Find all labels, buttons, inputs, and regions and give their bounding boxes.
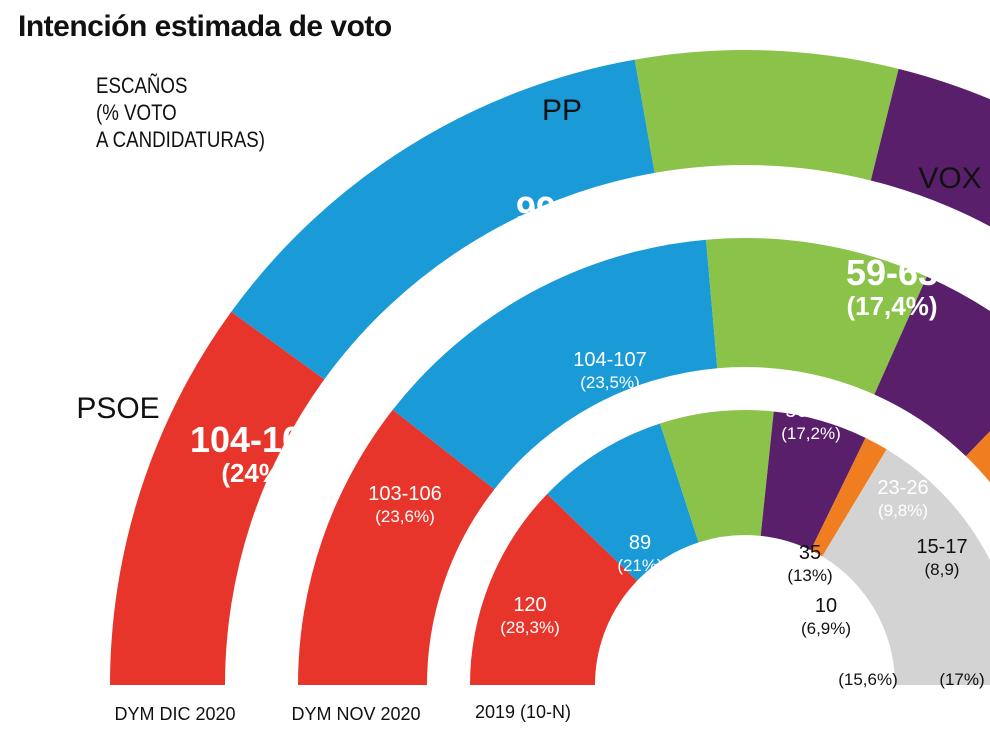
legend-line: (% VOTO — [96, 100, 177, 125]
seat-wedge-up — [760, 411, 866, 551]
vote-pct-label: (6,9%) — [801, 619, 851, 638]
seat-range-label: 10 — [815, 595, 837, 617]
seat-wedge-psoe — [298, 409, 495, 685]
seat-range-label: 89 — [629, 532, 651, 554]
seat-range-label: 103-106 — [368, 483, 441, 505]
ring-label-2019: 2019 (10-N) — [475, 702, 571, 722]
vote-pct-label: (22,9%) — [526, 228, 617, 258]
seat-wedge-up — [874, 276, 990, 457]
seat-wedge-up — [870, 68, 990, 227]
seat-wedge-vox — [634, 49, 899, 181]
vote-pct-label: (17,4%) — [846, 291, 937, 321]
vote-pct-label: (13%) — [787, 566, 832, 585]
seat-wedge-pp — [231, 59, 655, 380]
party-label-psoe: PSOE — [76, 392, 159, 425]
vote-pct-label: (15,6%) — [838, 670, 898, 689]
vote-pct-label: (23,6%) — [375, 507, 435, 526]
seat-wedge-psoe — [470, 493, 638, 685]
seat-range-label: 104-107 — [190, 419, 322, 460]
vote-pct-label: (15,2%) — [687, 567, 747, 586]
seat-wedge-cs — [810, 437, 887, 557]
seat-range-label: 104-107 — [573, 349, 646, 371]
seat-range-label: 120 — [513, 594, 546, 616]
seat-wedge-psoe — [110, 311, 325, 685]
chart-title: Intención estimada de voto — [18, 10, 392, 43]
seat-range-label: 52 — [706, 543, 728, 565]
legend-line: A CANDIDATURAS) — [96, 127, 266, 152]
vote-pct-label: (23,5%) — [580, 373, 640, 392]
vote-pct-label: (9,8%) — [878, 501, 928, 520]
ring-label-nov-2020: DYM NOV 2020 — [291, 704, 420, 724]
seat-range-label: 99-103 — [516, 189, 628, 230]
vote-pct-label: (17%) — [939, 670, 984, 689]
seat-wedge-vox — [660, 410, 774, 543]
seat-wedge-cs — [965, 431, 990, 483]
vote-pct-label: (17,2%) — [781, 424, 841, 443]
seat-range-label: 56-60 — [785, 400, 836, 422]
ring-label-dic-2020: DYM DIC 2020 — [114, 704, 235, 724]
seat-range-label: 35 — [799, 542, 821, 564]
seat-wedge-pp — [547, 423, 699, 581]
vote-pct-label: (24%) — [221, 458, 290, 488]
party-label-vox: VOX — [918, 162, 981, 195]
vote-pct-label: (21%) — [617, 556, 662, 575]
legend-line: ESCAÑOS — [96, 73, 188, 98]
vote-pct-label: (8,9) — [925, 560, 960, 579]
seat-wedge-pp — [392, 239, 718, 490]
party-label-pp: PP — [542, 94, 582, 127]
seat-wedge-otros — [822, 449, 990, 685]
seat-range-label: 59-63 — [846, 252, 938, 293]
baseline-mask — [0, 688, 990, 742]
vote-pct-label: (28,3%) — [500, 618, 560, 637]
seat-range-label: 15-17 — [916, 536, 967, 558]
legend-note: ESCAÑOS (% VOTO A CANDIDATURAS) — [96, 72, 265, 153]
seat-range-label: 23-26 — [877, 477, 928, 499]
seat-wedge-vox — [706, 238, 927, 395]
